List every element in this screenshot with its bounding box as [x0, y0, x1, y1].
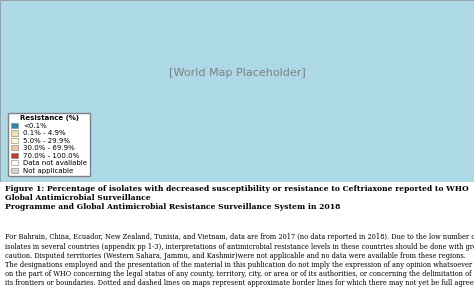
FancyBboxPatch shape [0, 0, 474, 182]
Legend: <0.1%, 0.1% - 4.9%, 5.0% - 29.9%, 30.0% - 69.9%, 70.0% - 100.0%, Data not availa: <0.1%, 0.1% - 4.9%, 5.0% - 29.9%, 30.0% … [8, 113, 90, 176]
Text: [World Map Placeholder]: [World Map Placeholder] [169, 68, 305, 78]
Text: For Bahrain, China, Ecuador, New Zealand, Tunisia, and Vietnam, data are from 20: For Bahrain, China, Ecuador, New Zealand… [5, 233, 474, 287]
Text: Figure 1: Percentage of isolates with decreased susceptibility or resistance to : Figure 1: Percentage of isolates with de… [5, 185, 468, 211]
